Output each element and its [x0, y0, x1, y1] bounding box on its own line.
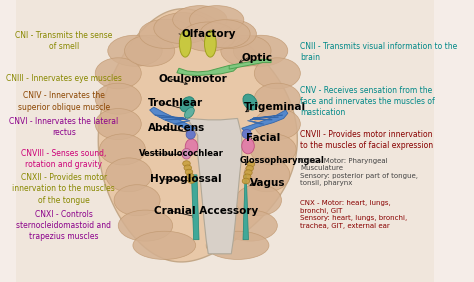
- Ellipse shape: [182, 148, 191, 159]
- Ellipse shape: [242, 138, 254, 154]
- Polygon shape: [187, 118, 242, 254]
- Polygon shape: [191, 175, 199, 240]
- Text: CNVI - Innervates the lateral
rectus: CNVI - Innervates the lateral rectus: [9, 117, 118, 137]
- Polygon shape: [159, 117, 186, 118]
- Ellipse shape: [244, 158, 290, 192]
- Polygon shape: [177, 65, 237, 76]
- Ellipse shape: [95, 58, 141, 89]
- Ellipse shape: [185, 169, 193, 175]
- Ellipse shape: [247, 161, 255, 167]
- Polygon shape: [247, 121, 264, 124]
- Polygon shape: [150, 107, 196, 131]
- Text: Glossopharyngeal: Glossopharyngeal: [240, 156, 325, 165]
- Ellipse shape: [95, 83, 141, 114]
- Ellipse shape: [106, 158, 152, 192]
- Ellipse shape: [180, 97, 194, 112]
- Ellipse shape: [223, 210, 277, 241]
- Ellipse shape: [154, 13, 212, 44]
- Polygon shape: [173, 121, 190, 124]
- Ellipse shape: [182, 161, 190, 166]
- Polygon shape: [252, 117, 279, 118]
- Ellipse shape: [108, 35, 162, 66]
- Text: Vestibulocochlear: Vestibulocochlear: [139, 149, 224, 158]
- Ellipse shape: [190, 6, 244, 34]
- Polygon shape: [243, 175, 248, 240]
- Polygon shape: [229, 59, 271, 69]
- Ellipse shape: [118, 210, 173, 241]
- Ellipse shape: [186, 173, 194, 179]
- Ellipse shape: [139, 19, 193, 49]
- Polygon shape: [98, 9, 297, 262]
- Text: CNXII - Provides motor
innervation to the muscles
of the tongue: CNXII - Provides motor innervation to th…: [12, 173, 115, 204]
- Ellipse shape: [250, 134, 296, 165]
- Ellipse shape: [221, 35, 271, 66]
- Ellipse shape: [100, 134, 146, 165]
- Text: Cranial Accessory: Cranial Accessory: [154, 206, 258, 217]
- Ellipse shape: [202, 19, 256, 49]
- Ellipse shape: [245, 170, 252, 175]
- Polygon shape: [253, 115, 283, 118]
- Text: Olfactory: Olfactory: [181, 29, 236, 39]
- Text: CNX - Motor: heart, lungs,
bronchi, GIT
Sensory: heart, lungs, bronchi,
trachea,: CNX - Motor: heart, lungs, bronchi, GIT …: [301, 200, 408, 229]
- Ellipse shape: [179, 30, 191, 57]
- Text: CNV - Receives sensation from the
face and innervates the muscles of
mastication: CNV - Receives sensation from the face a…: [301, 86, 435, 117]
- Text: Trochlear: Trochlear: [147, 98, 203, 108]
- Ellipse shape: [200, 20, 250, 48]
- Text: CNIX - Motor: Pharyngeal
Musculature
Sensory: posterior part of tongue,
tonsil, : CNIX - Motor: Pharyngeal Musculature Sen…: [301, 158, 419, 186]
- Ellipse shape: [184, 107, 194, 118]
- Text: CNVIII - Senses sound,
rotation and gravity: CNVIII - Senses sound, rotation and grav…: [21, 149, 107, 169]
- Ellipse shape: [133, 231, 196, 259]
- Text: CNI - Transmits the sense
of smell: CNI - Transmits the sense of smell: [15, 31, 112, 51]
- Text: Optic: Optic: [242, 53, 273, 63]
- Ellipse shape: [242, 178, 250, 184]
- Ellipse shape: [95, 109, 141, 140]
- Ellipse shape: [206, 231, 269, 259]
- Polygon shape: [155, 115, 184, 118]
- Text: CNIII - Innervates eye muscles: CNIII - Innervates eye muscles: [6, 74, 122, 83]
- Ellipse shape: [233, 35, 288, 66]
- Ellipse shape: [244, 174, 251, 180]
- Ellipse shape: [242, 129, 251, 138]
- Ellipse shape: [114, 185, 160, 216]
- Ellipse shape: [236, 185, 282, 216]
- Ellipse shape: [185, 139, 198, 155]
- Text: Vagus: Vagus: [250, 178, 286, 188]
- Ellipse shape: [125, 35, 175, 66]
- Ellipse shape: [181, 22, 236, 51]
- Text: CNVII - Provides motor innervation
to the muscles of facial expression: CNVII - Provides motor innervation to th…: [301, 129, 433, 150]
- Ellipse shape: [173, 6, 227, 34]
- Ellipse shape: [254, 83, 301, 114]
- Ellipse shape: [186, 130, 195, 139]
- Polygon shape: [242, 110, 288, 133]
- Ellipse shape: [188, 178, 195, 183]
- Text: CNII - Transmits visual information to the
brain: CNII - Transmits visual information to t…: [301, 42, 457, 62]
- Text: Facial: Facial: [246, 133, 280, 143]
- Ellipse shape: [243, 94, 257, 110]
- Text: Oculomotor: Oculomotor: [158, 74, 227, 84]
- Ellipse shape: [246, 166, 254, 171]
- Text: Abducens: Abducens: [147, 123, 205, 133]
- Ellipse shape: [204, 30, 216, 57]
- Text: Trigeminal: Trigeminal: [244, 102, 306, 112]
- Ellipse shape: [254, 58, 301, 89]
- Text: CNIV - Innervates the
superior oblique muscle: CNIV - Innervates the superior oblique m…: [18, 91, 110, 112]
- Text: CNXI - Controls
sternocleidomastoid and
trapezius muscles: CNXI - Controls sternocleidomastoid and …: [16, 210, 111, 241]
- Ellipse shape: [254, 109, 301, 140]
- Ellipse shape: [184, 165, 191, 171]
- Text: Hypoglossal: Hypoglossal: [150, 174, 221, 184]
